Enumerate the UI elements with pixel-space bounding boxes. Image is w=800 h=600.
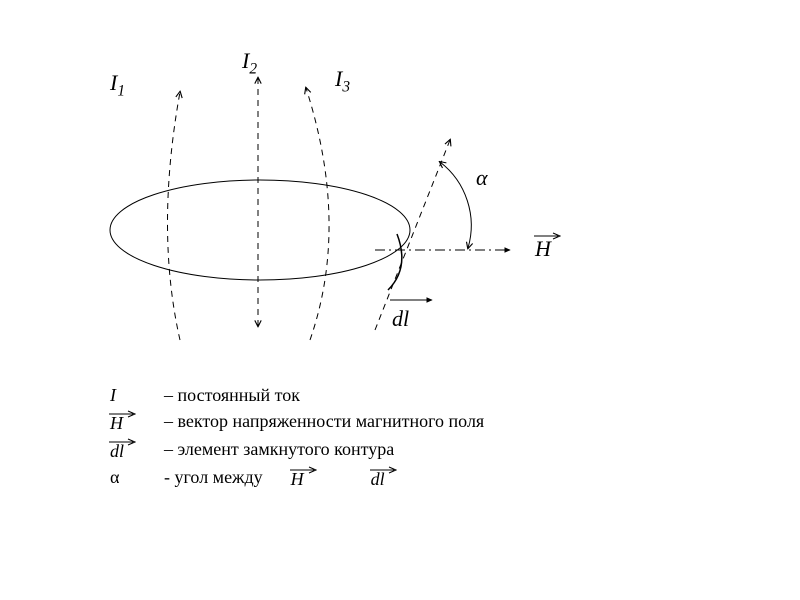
legend-sym-dl: dl	[110, 438, 160, 460]
legend-sym-alpha: α	[110, 468, 160, 486]
label-i3: I3	[335, 66, 350, 96]
legend-txt-i: – постоянный ток	[160, 386, 300, 404]
legend-txt-h: – вектор напряженности магнитного поля	[160, 412, 484, 430]
current-i1-line	[168, 92, 181, 340]
legend-txt-alpha: - угол между	[160, 468, 263, 486]
legend-sym-i: I	[110, 386, 160, 404]
legend-txt-dl: – элемент замкнутого контура	[160, 440, 394, 458]
label-alpha: α	[476, 165, 488, 191]
dl-element-arc	[388, 234, 402, 290]
label-dl: dl	[392, 306, 409, 332]
legend-row-dl: dl – элемент замкнутого контура	[110, 438, 484, 460]
label-i1: I1	[110, 70, 125, 100]
legend-inline-h: H	[291, 466, 331, 488]
legend-row-current: I – постоянный ток	[110, 386, 484, 404]
legend-inline-dl: dl	[371, 466, 411, 488]
legend: I – постоянный ток H – вектор напряженно…	[110, 380, 484, 494]
contour-ellipse	[110, 180, 410, 280]
label-h: H	[535, 232, 561, 262]
current-i3-line	[306, 88, 329, 340]
legend-row-h: H – вектор напряженности магнитного поля	[110, 410, 484, 432]
dl-direction-line	[375, 140, 450, 330]
legend-row-alpha: α - угол между H dl	[110, 466, 484, 488]
alpha-angle-arc	[440, 162, 471, 248]
label-i2: I2	[242, 48, 257, 78]
legend-sym-h: H	[110, 410, 160, 432]
